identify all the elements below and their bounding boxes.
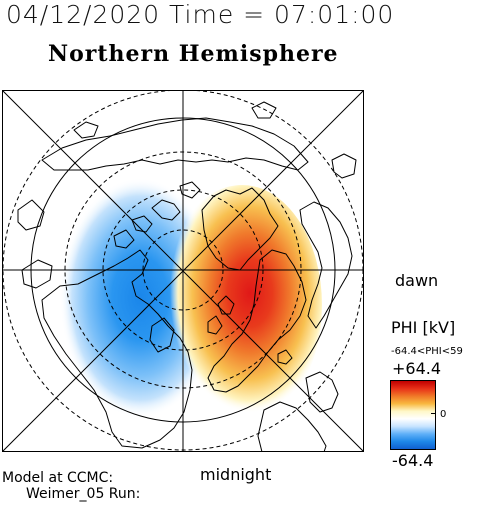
- colorbar-range: -64.4<PHI<59: [391, 347, 463, 357]
- polar-potential-map: [2, 90, 364, 452]
- potential-cells: [60, 178, 322, 430]
- dawn-label: dawn: [395, 271, 439, 290]
- model-credit: Model at CCMC:: [2, 470, 114, 486]
- hemisphere-title: Northern Hemisphere: [48, 41, 339, 67]
- run-credit: Weimer_05 Run:: [26, 486, 141, 502]
- coastlines: [17, 101, 357, 452]
- colorbar: [390, 380, 436, 450]
- positive-potential-cell: [162, 185, 322, 425]
- colorbar-title: PHI [kV]: [391, 318, 456, 337]
- meridian-lines: [2, 90, 364, 452]
- colorbar-min-label: -64.4: [392, 451, 434, 470]
- colorbar-zero-tick: [431, 413, 435, 414]
- midnight-label: midnight: [200, 465, 272, 484]
- colorbar-zero-label: 0: [440, 409, 447, 420]
- colorbar-max-label: +64.4: [392, 359, 442, 378]
- date-time-title: 04/12/2020 Time = 07:01:00: [6, 0, 395, 29]
